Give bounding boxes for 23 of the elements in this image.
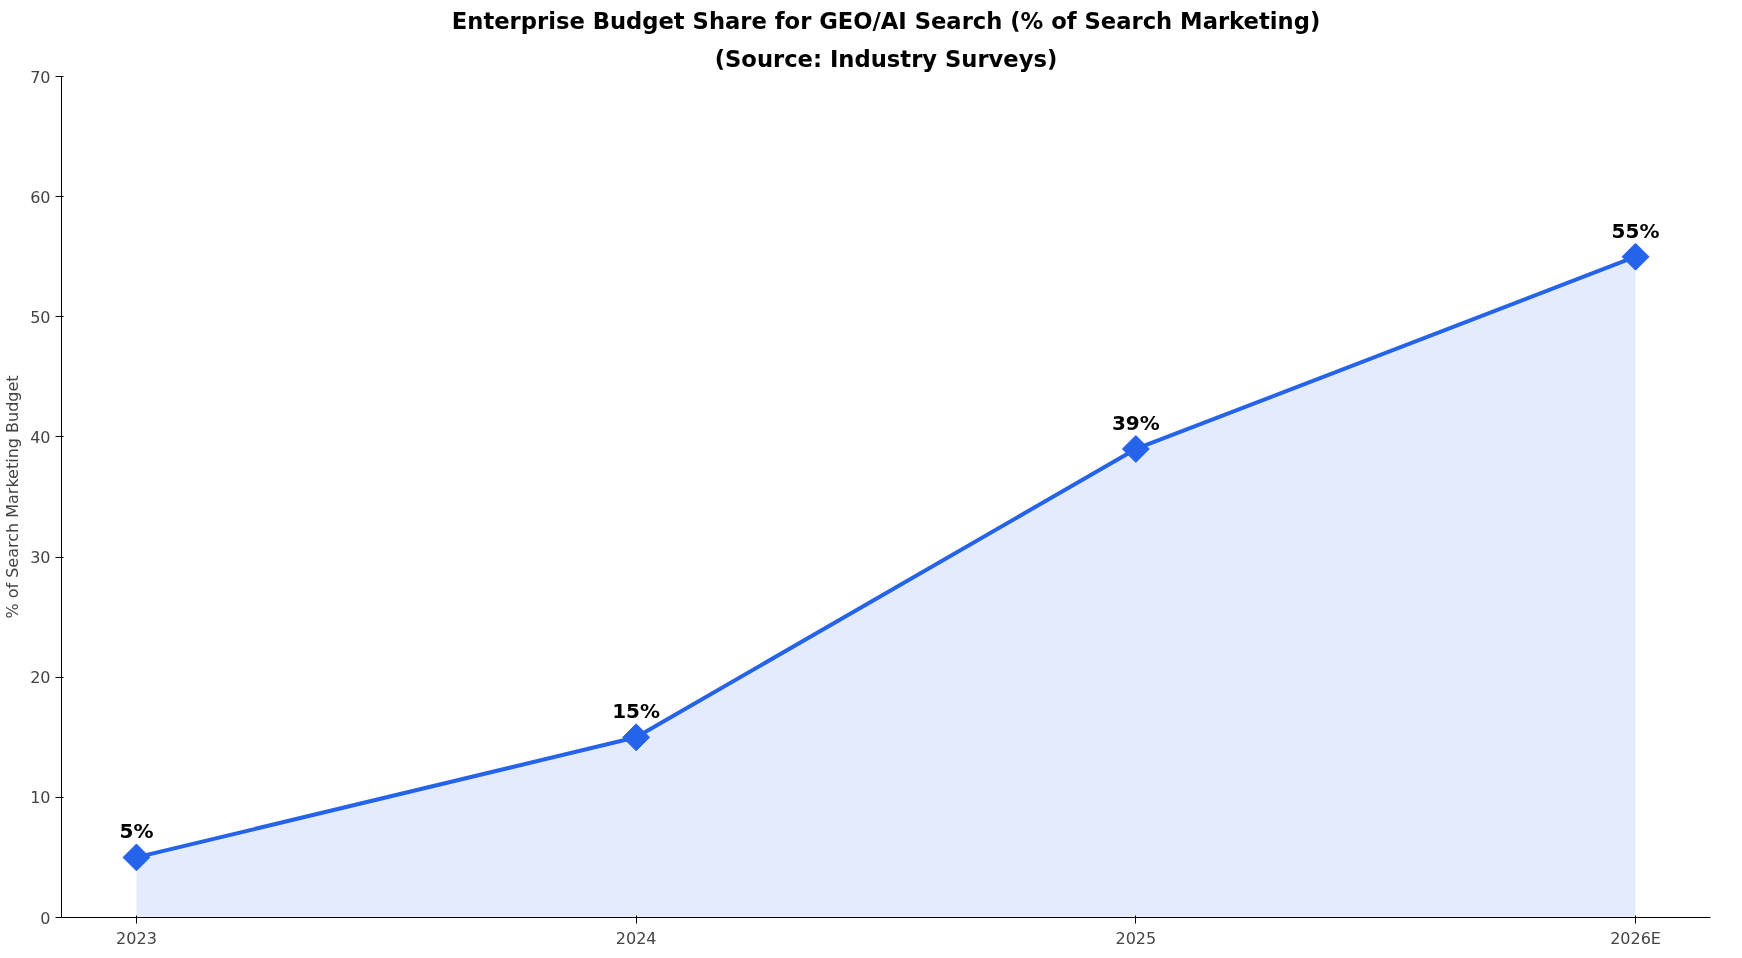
y-tick-label: 0	[40, 908, 51, 928]
chart-title: Enterprise Budget Share for GEO/AI Search (% of Search Marketing)	[451, 7, 1321, 34]
point	[622, 723, 651, 752]
y-tick-label: 20	[30, 668, 51, 688]
y-tick-label: 10	[30, 788, 51, 808]
x-tick-label: 2024	[615, 928, 657, 948]
x-tick-label: 2023	[116, 928, 157, 948]
data-label: 15%	[612, 699, 661, 724]
point	[1121, 435, 1150, 463]
chart-subtitle: (Source: Industry Surveys)	[714, 45, 1058, 72]
data-label: 5%	[119, 819, 154, 844]
y-tick-label: 40	[30, 427, 51, 447]
y-axis-title: % of Search Marketing Budget	[3, 375, 23, 619]
data-label: 39%	[1111, 410, 1160, 435]
data-label: 55%	[1611, 218, 1660, 243]
y-tick-label: 70	[30, 67, 51, 87]
y-tick-label: 30	[30, 548, 51, 568]
y-tick-label: 60	[30, 187, 51, 207]
point	[122, 843, 151, 872]
point	[1621, 242, 1650, 271]
x-tick-label: 2025	[1115, 928, 1157, 948]
y-tick-label: 50	[30, 307, 51, 327]
x-tick-label: 2026E	[1610, 928, 1661, 948]
